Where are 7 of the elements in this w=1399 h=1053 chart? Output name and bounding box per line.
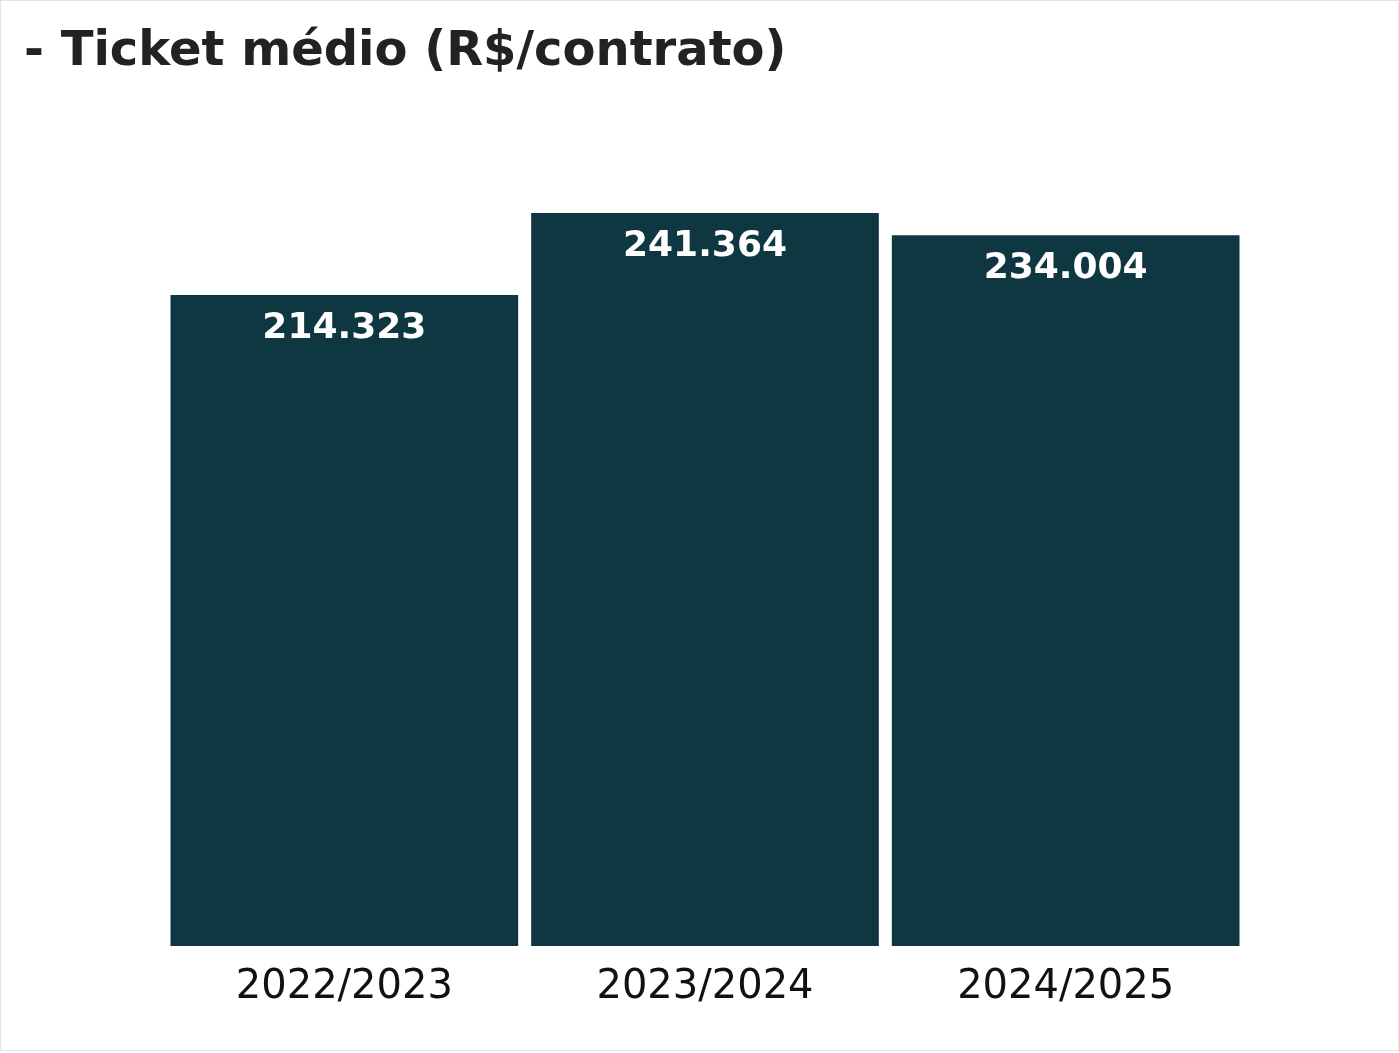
data-label: 234.004 — [983, 244, 1148, 286]
x-tick-label: 2023/2024 — [596, 961, 814, 1007]
x-tick-label: 2024/2025 — [957, 961, 1175, 1007]
data-label: 214.323 — [262, 304, 427, 346]
data-label: 241.364 — [623, 222, 787, 264]
chart-title: - Ticket médio (R$/contrato) — [24, 20, 787, 76]
x-tick-label: 2022/2023 — [235, 961, 453, 1007]
